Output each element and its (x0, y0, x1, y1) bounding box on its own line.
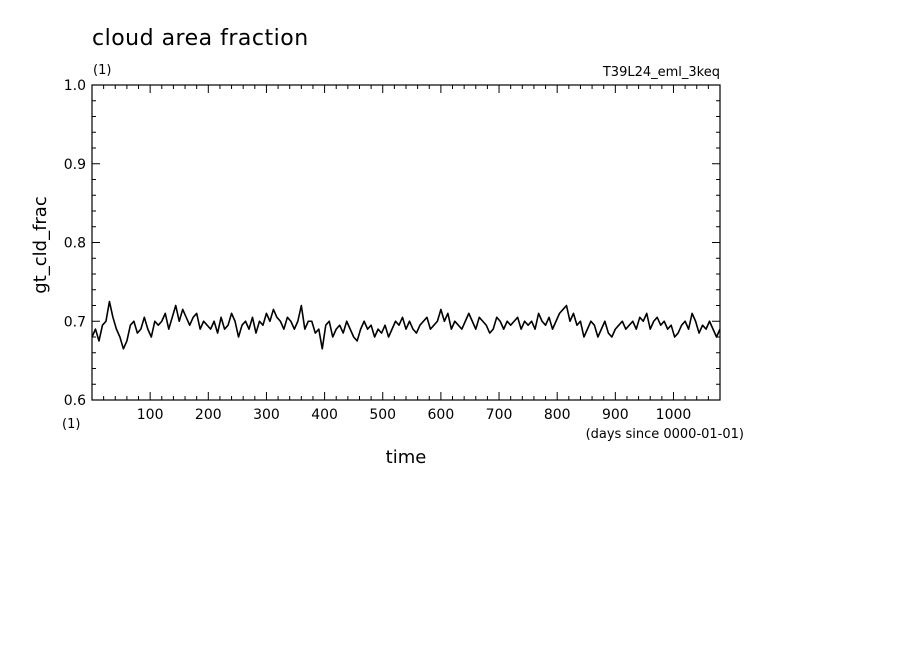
y-tick-label: 0.9 (64, 157, 86, 173)
x-tick-label: 200 (195, 407, 222, 423)
x-units: (days since 0000-01-01) (586, 427, 744, 442)
y-tick-label: 0.6 (64, 393, 86, 409)
y-tick-label: 1.0 (64, 78, 86, 94)
x-tick-label: 1000 (656, 407, 692, 423)
x-tick-label: 400 (311, 407, 338, 423)
x-tick-label: 500 (369, 407, 396, 423)
experiment-label: T39L24_eml_3keq (602, 65, 720, 80)
x-tick-label: 800 (544, 407, 571, 423)
tick-labels: 100 200 300 400 500 600 700 800 900 1000 0.6 0.7 0.8… (64, 78, 692, 423)
x-tick-label: 900 (602, 407, 629, 423)
chart-units: (1) (93, 63, 111, 78)
x-tick-label: 600 (428, 407, 455, 423)
y-tick-label: 0.8 (64, 236, 86, 252)
plot-frame (91, 84, 721, 401)
y-tick-label: 0.7 (64, 314, 86, 330)
plot-area: 100 200 300 400 500 600 700 800 900 1000 0.6 0.7 0.8… (64, 78, 721, 423)
x-tick-label: 300 (253, 407, 280, 423)
x-axis-label: time (386, 447, 427, 468)
y-axis-label: gt_cld_frac (30, 196, 51, 293)
x-tick-label: 700 (486, 407, 513, 423)
x-tick-label: 100 (137, 407, 164, 423)
axis-ticks (92, 85, 720, 400)
y-units: (1) (62, 417, 80, 432)
series-line (91, 300, 721, 350)
chart-title: cloud area fraction (92, 26, 309, 51)
